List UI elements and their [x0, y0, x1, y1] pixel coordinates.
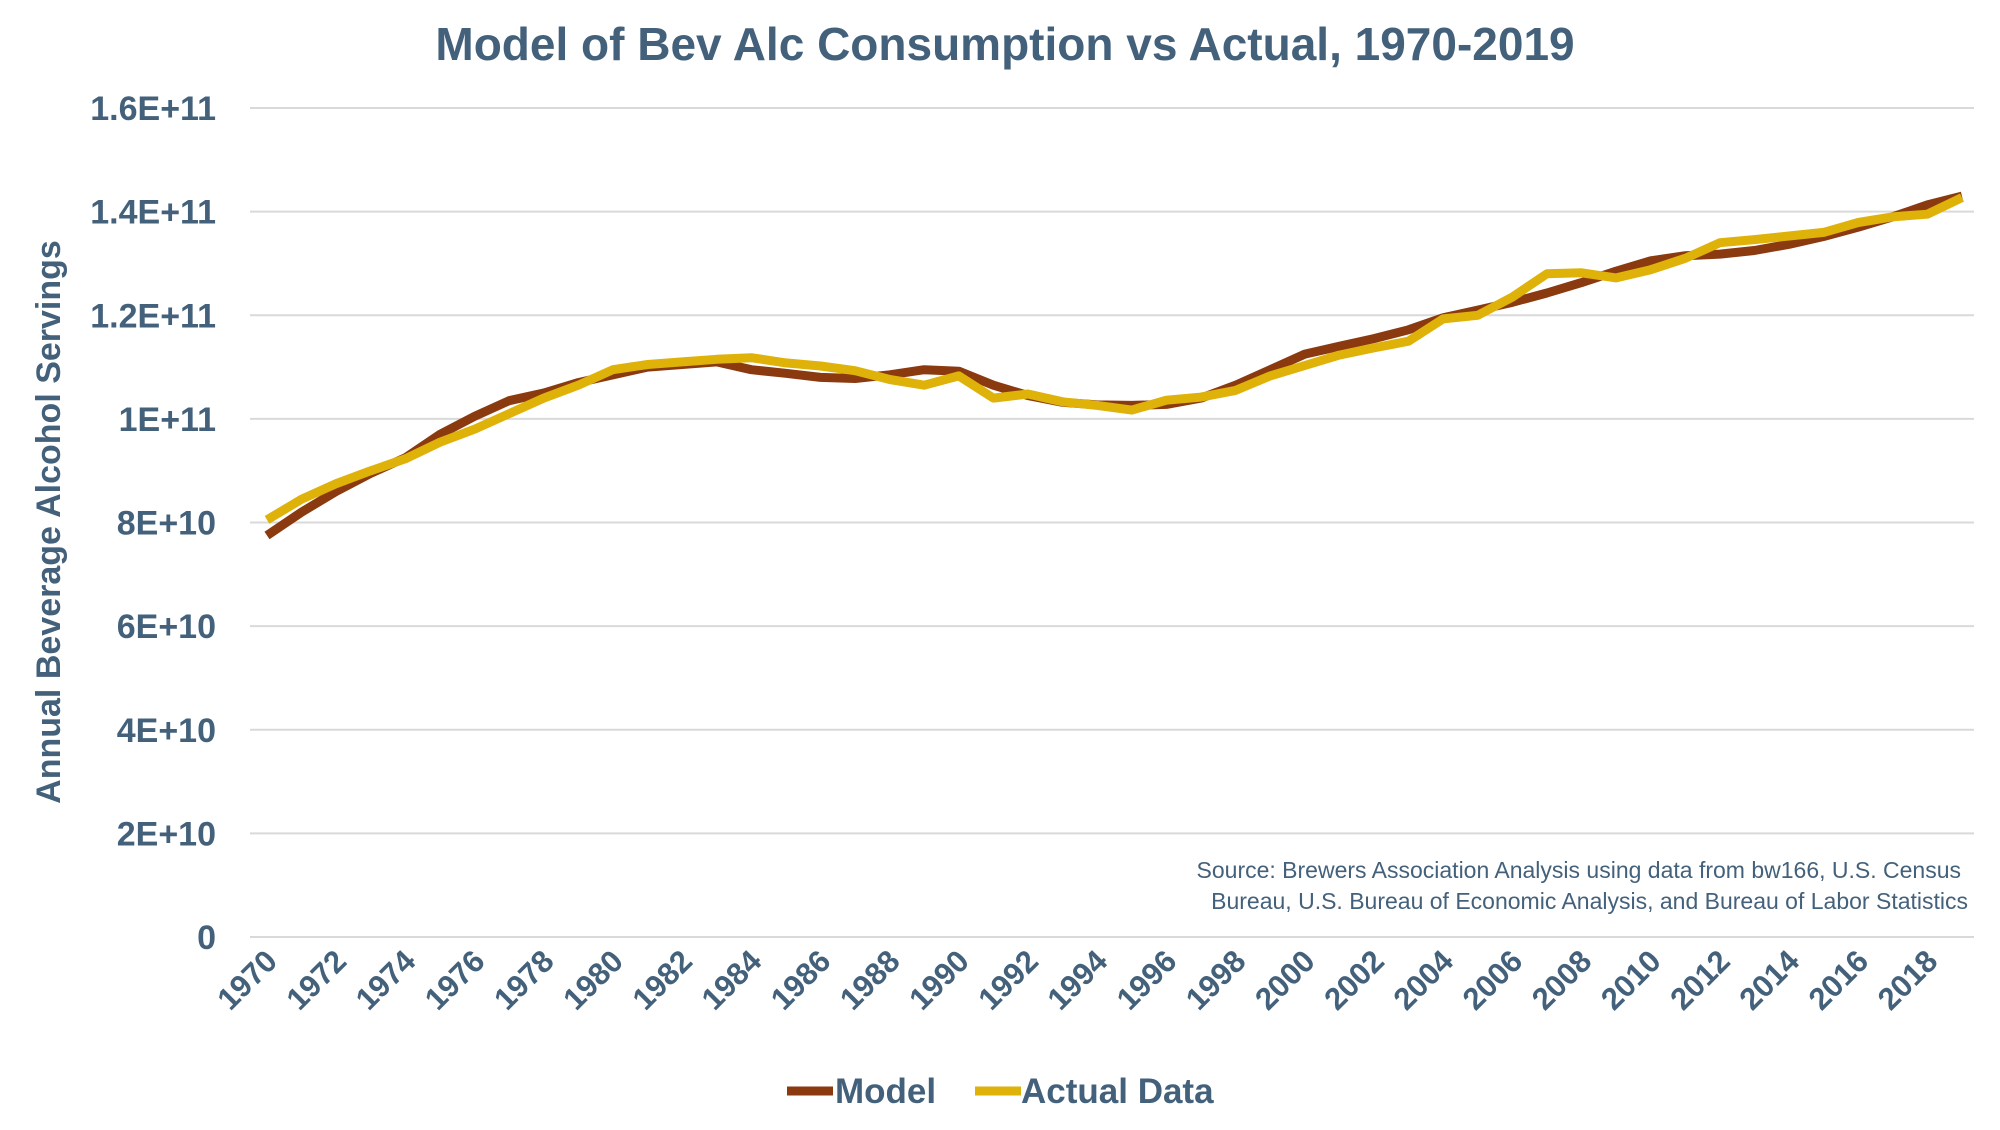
y-axis-label: Annual Beverage Alcohol Servings	[30, 240, 68, 804]
y-tick-label: 0	[197, 919, 216, 957]
x-tick-label: 1990	[902, 943, 976, 1017]
chart-title: Model of Bev Alc Consumption vs Actual, …	[435, 18, 1574, 70]
x-tick-label: 1998	[1179, 943, 1253, 1017]
x-tick-label: 1976	[418, 943, 492, 1017]
x-tick-label: 2002	[1317, 943, 1391, 1017]
y-tick-label: 1.2E+11	[90, 297, 216, 335]
x-tick-label: 1992	[971, 943, 1045, 1017]
x-tick-label: 2010	[1594, 943, 1668, 1017]
x-tick-label: 1980	[556, 943, 630, 1017]
y-tick-label: 6E+10	[117, 608, 216, 646]
y-tick-label: 2E+10	[117, 815, 216, 853]
x-tick-label: 2006	[1456, 943, 1530, 1017]
legend-label-actual: Actual Data	[1021, 1072, 1214, 1111]
x-tick-label: 1970	[210, 943, 284, 1017]
x-tick-label: 1982	[626, 943, 700, 1017]
legend: Model Actual Data	[787, 1072, 1214, 1111]
source-annotation-line-2: Bureau, U.S. Bureau of Economic Analysis…	[1211, 888, 1968, 914]
legend-label-model: Model	[835, 1072, 936, 1111]
source-annotation-line-1: Source: Brewers Association Analysis usi…	[1197, 857, 1961, 883]
x-tick-label: 1986	[764, 943, 838, 1017]
x-tick-label: 2018	[1871, 943, 1945, 1017]
x-tick-label: 1984	[695, 943, 769, 1017]
y-tick-label: 1.6E+11	[90, 90, 216, 128]
x-tick-label: 2014	[1732, 943, 1806, 1017]
y-tick-label: 1.4E+11	[90, 194, 216, 232]
x-tick-label: 2016	[1802, 943, 1876, 1017]
x-tick-label: 1994	[1041, 943, 1115, 1017]
x-tick-label: 1996	[1110, 943, 1184, 1017]
x-tick-label: 2012	[1663, 943, 1737, 1017]
x-tick-label: 2000	[1248, 943, 1322, 1017]
x-tick-label: 2008	[1525, 943, 1599, 1017]
x-tick-label: 2004	[1387, 943, 1461, 1017]
x-tick-label: 1972	[280, 943, 354, 1017]
series-line-actual-data	[264, 193, 1964, 524]
x-tick-label: 1988	[833, 943, 907, 1017]
x-tick-label: 1974	[349, 943, 423, 1017]
y-tick-label: 8E+10	[117, 505, 216, 543]
x-tick-label: 1978	[487, 943, 561, 1017]
y-tick-label: 1E+11	[119, 401, 216, 439]
y-tick-label: 4E+10	[117, 712, 216, 750]
